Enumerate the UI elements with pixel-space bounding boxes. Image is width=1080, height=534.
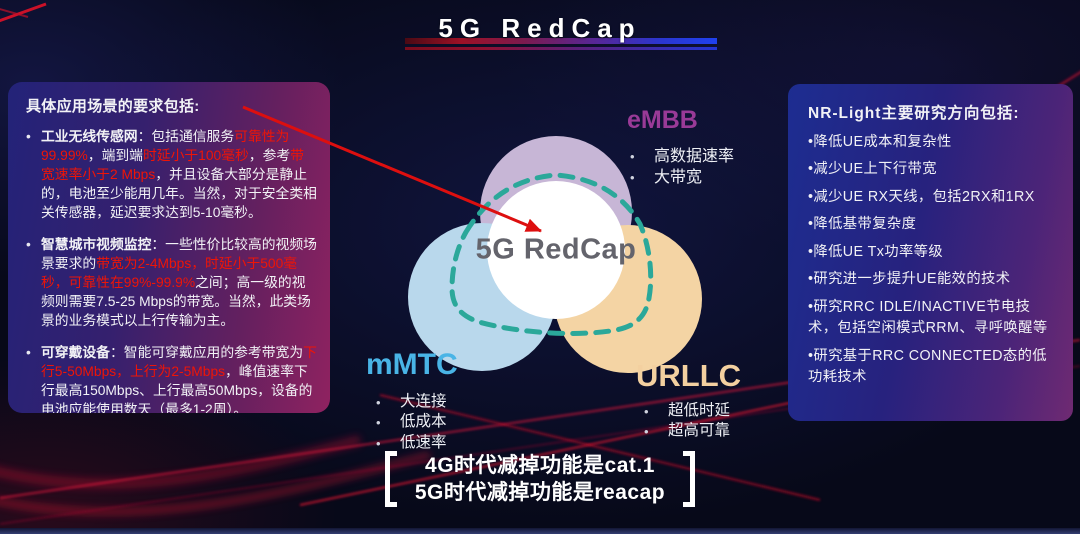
right-panel-body: •降低UE成本和复杂性 •减少UE上下行带宽 •减少UE RX天线，包括2RX和1R… bbox=[808, 132, 1057, 388]
scenario-term: 智慧城市视频监控 bbox=[41, 237, 152, 253]
scenario-term: 可穿戴设备 bbox=[41, 345, 110, 361]
left-panel-heading: 具体应用场景的要求包括: bbox=[26, 98, 200, 115]
left-panel: 具体应用场景的要求包括: • 工业无线传感网：包括通信服务可靠性为99.99%，端… bbox=[8, 82, 330, 413]
urllc-bullets: • 超低时延 • 超高可靠 bbox=[644, 401, 730, 442]
mmtc-bullets: • 大连接 • 低成本 • 低速率 bbox=[376, 392, 447, 453]
bullet-dot: • bbox=[376, 395, 381, 410]
bullet-dot: • bbox=[630, 170, 635, 186]
research-direction-item: •减少UE RX天线，包括2RX和1RX bbox=[808, 188, 1035, 205]
bullet-text: 超低时延 bbox=[668, 402, 731, 419]
research-direction-item: •研究RRC IDLE/INACTIVE节电技术，包括空闲模式RRM、寻呼唤醒等 bbox=[808, 298, 1048, 337]
diagram-bullet-row: • 高数据速率 bbox=[630, 146, 734, 167]
title-gradient-underline bbox=[405, 47, 717, 50]
diagram-bullet-row: • 大带宽 bbox=[630, 167, 734, 188]
bullet-text: 高数据速率 bbox=[654, 148, 735, 165]
scenario-term: 工业无线传感网 bbox=[41, 129, 138, 144]
footer-line-1: 4G时代减掉功能是cat.1 bbox=[425, 454, 655, 477]
left-bracket bbox=[385, 451, 397, 507]
bottom-glow-strip bbox=[0, 528, 1080, 534]
footer-lines: 4G时代减掉功能是cat.1 5G时代减掉功能是reacap bbox=[414, 452, 666, 506]
right-bracket bbox=[683, 451, 695, 507]
right-panel-heading: NR-Light主要研究方向包括: bbox=[808, 105, 1020, 122]
title-gradient-bar bbox=[405, 38, 717, 44]
diagram-bullet-row: • 大连接 bbox=[376, 392, 447, 412]
text-segment: ，端到端 bbox=[87, 148, 143, 164]
diagram-bullet-row: • 低成本 bbox=[376, 412, 447, 432]
bullet-text: 低成本 bbox=[400, 413, 447, 431]
application-scenario-paragraph: • 工业无线传感网：包括通信服务可靠性为99.99%，端到端时延小于100毫秒，参… bbox=[26, 127, 317, 222]
bullet-text: 大带宽 bbox=[654, 169, 703, 187]
mmtc-label: mMTC bbox=[366, 348, 458, 381]
urllc-label: URLLC bbox=[636, 358, 742, 393]
research-direction-item: •研究进一步提升UE能效的技术 bbox=[808, 271, 1011, 288]
text-segment: ：智能可穿戴应用的参考带宽为 bbox=[109, 345, 304, 361]
text-segment: 之间；高一级的视频则需要7.5-25 Mbps的带宽。当然，此类场景的业务模式以… bbox=[41, 275, 311, 329]
highlighted-value: 带宽为2-4Mbps，时延小于500毫秒，可靠性在99%-99.9% bbox=[41, 256, 298, 291]
bullet-dot: • bbox=[26, 345, 31, 361]
bullet-text: 超高可靠 bbox=[668, 422, 731, 440]
text-segment: ，参考 bbox=[248, 148, 291, 164]
paragraph-text: 工业无线传感网：包括通信服务可靠性为99.99%，端到端时延小于100毫秒，参考… bbox=[41, 127, 317, 222]
text-segment: ：包括通信服务 bbox=[137, 129, 235, 144]
footer-note: 4G时代减掉功能是cat.1 5G时代减掉功能是reacap bbox=[385, 451, 695, 507]
bullet-dot: • bbox=[644, 404, 649, 419]
embb-label: eMBB bbox=[627, 106, 698, 134]
bullet-text: 大连接 bbox=[400, 393, 447, 410]
slide-title: 5G RedCap bbox=[438, 13, 642, 43]
application-scenario-paragraph: • 智慧城市视频监控：一些性价比较高的视频场景要求的带宽为2-4Mbps，时延小于… bbox=[26, 235, 317, 330]
left-panel-body: • 工业无线传感网：包括通信服务可靠性为99.99%，端到端时延小于100毫秒，参… bbox=[26, 127, 317, 413]
streak-ribbon bbox=[0, 452, 431, 515]
slide-title-block: 5G RedCap bbox=[0, 13, 1080, 44]
highlighted-value: 时延小于100毫秒 bbox=[142, 148, 249, 164]
diagram-center-label: 5G RedCap bbox=[475, 233, 637, 266]
embb-bullets: • 高数据速率 • 大带宽 bbox=[630, 146, 734, 188]
bullet-dot: • bbox=[26, 129, 31, 144]
bullet-dot: • bbox=[644, 424, 649, 440]
research-direction-item: •降低UE成本和复杂性 bbox=[808, 134, 952, 150]
footer-line-2: 5G时代减掉功能是reacap bbox=[414, 481, 666, 504]
paragraph-text: 可穿戴设备：智能可穿戴应用的参考带宽为下行5-50Mbps，上行为2-5Mbps… bbox=[41, 343, 317, 413]
bullet-dot: • bbox=[26, 237, 31, 253]
bullet-dot: • bbox=[630, 149, 635, 164]
streak-ribbon bbox=[0, 435, 362, 489]
research-direction-item: •降低UE Tx功率等级 bbox=[808, 243, 944, 260]
diagram-bullet-row: • 超低时延 bbox=[644, 401, 730, 421]
application-scenario-paragraph: • 可穿戴设备：智能可穿戴应用的参考带宽为下行5-50Mbps，上行为2-5Mbp… bbox=[26, 343, 317, 413]
paragraph-text: 智慧城市视频监控：一些性价比较高的视频场景要求的带宽为2-4Mbps，时延小于5… bbox=[41, 235, 317, 330]
diagram-bullet-row: • 超高可靠 bbox=[644, 421, 730, 441]
research-direction-item: •减少UE上下行带宽 bbox=[808, 161, 937, 178]
text-segment: ：一些性价比较高的视频场景要求的 bbox=[41, 237, 317, 272]
right-panel: NR-Light主要研究方向包括: •降低UE成本和复杂性 •减少UE上下行带宽 •… bbox=[788, 84, 1073, 421]
research-direction-item: •降低基带复杂度 bbox=[808, 216, 917, 233]
research-direction-item: •研究基于RRC CONNECTED态的低功耗技术 bbox=[808, 347, 1047, 385]
bullet-dot: • bbox=[376, 415, 381, 431]
